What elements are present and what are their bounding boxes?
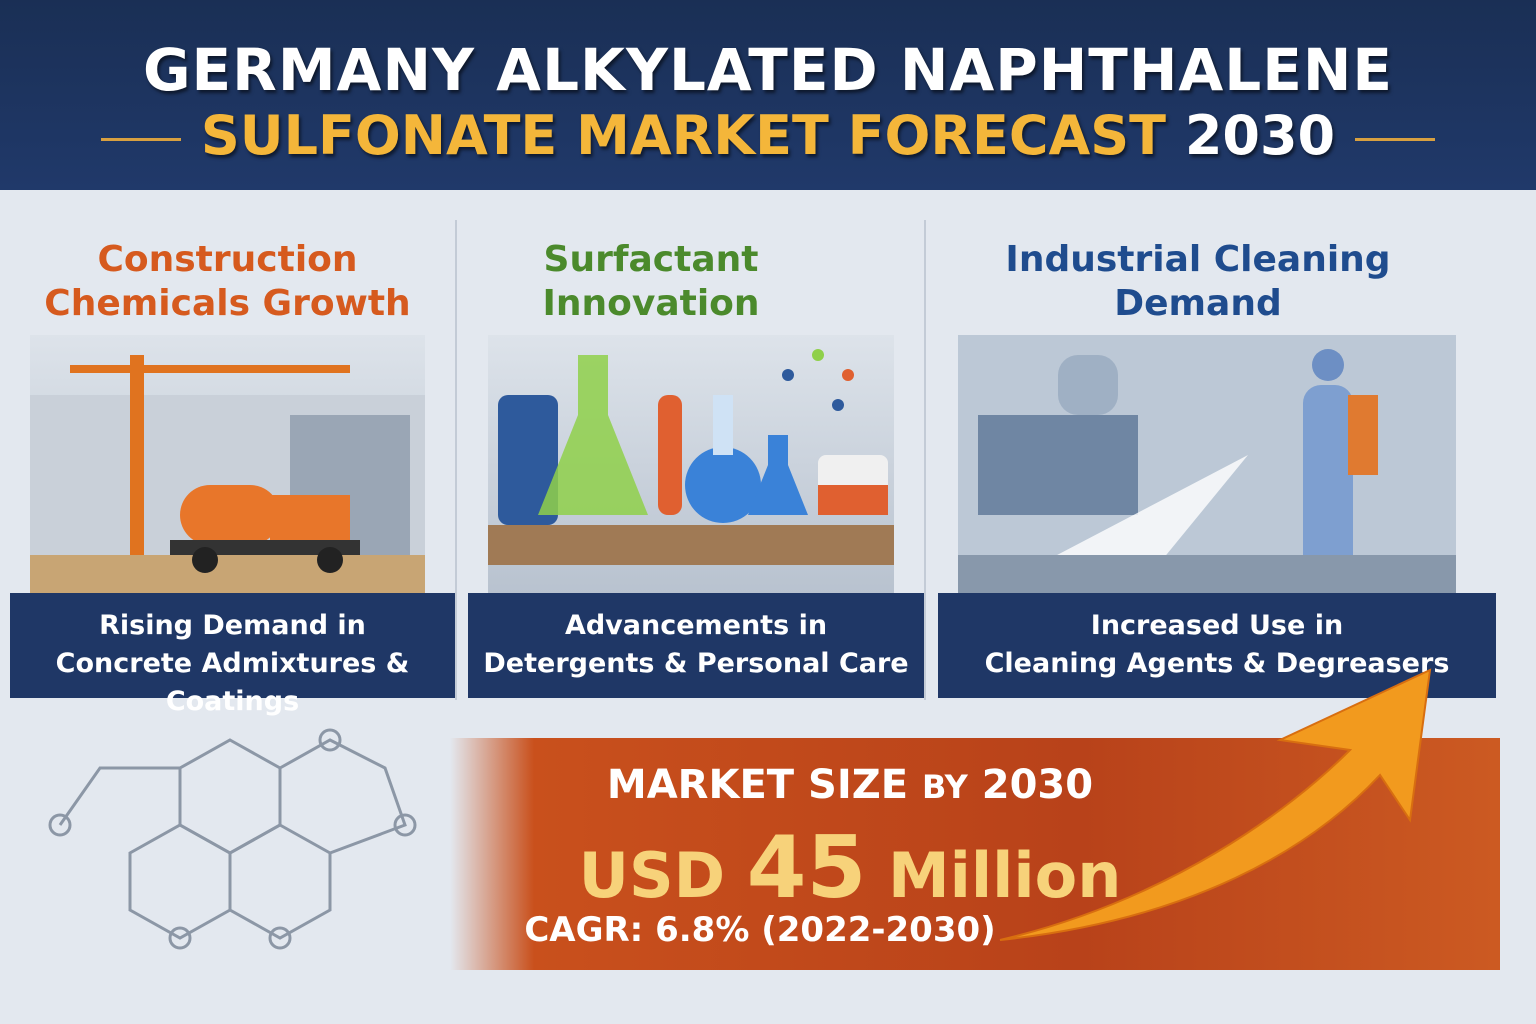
- divider: [1355, 137, 1436, 141]
- panel-title: Industrial Cleaning Demand: [1005, 239, 1391, 324]
- panel-title: Surfactant Innovation: [542, 239, 760, 324]
- panel-caption: Advancements in Detergents & Personal Car…: [468, 593, 924, 698]
- panel-cleaning: Industrial Cleaning Demand Increased Use …: [928, 210, 1536, 710]
- panel-title: Construction Chemicals Growth: [44, 239, 411, 324]
- panel-caption: Rising Demand in Concrete Admixtures & Co…: [10, 593, 455, 717]
- market-size-value: USD 45 Million: [578, 818, 1122, 918]
- divider: [100, 137, 181, 141]
- title-year: 2030: [1184, 104, 1336, 167]
- title-line-1: GERMANY ALKYLATED NAPHTHALENE: [142, 36, 1394, 104]
- molecule-hexagon-icon: [48, 728, 417, 950]
- divider: [455, 220, 457, 700]
- title-highlight: SULFONATE MARKET FORECAST: [200, 104, 1167, 167]
- market-size-label: MARKET SIZE BY 2030: [606, 762, 1094, 808]
- crane-truck-illustration: [30, 335, 425, 595]
- header: GERMANY ALKYLATED NAPHTHALENE SULFONATE …: [0, 0, 1536, 190]
- title-line-2: SULFONATE MARKET FORECAST 2030: [0, 104, 1536, 167]
- panel-surfactant: Surfactant Innovation Advancements in Dete…: [458, 210, 924, 710]
- lab-flasks-illustration: [488, 335, 894, 595]
- growth-arrow-icon: [999, 668, 1432, 941]
- pressure-washer-illustration: [958, 335, 1456, 595]
- divider: [924, 220, 926, 700]
- panel-caption: Increased Use in Cleaning Agents & Degrea…: [938, 593, 1496, 698]
- cagr-text: CAGR: 6.8% (2022-2030): [524, 910, 996, 950]
- panel-construction: Construction Chemicals Growth Rising Dema…: [0, 210, 455, 717]
